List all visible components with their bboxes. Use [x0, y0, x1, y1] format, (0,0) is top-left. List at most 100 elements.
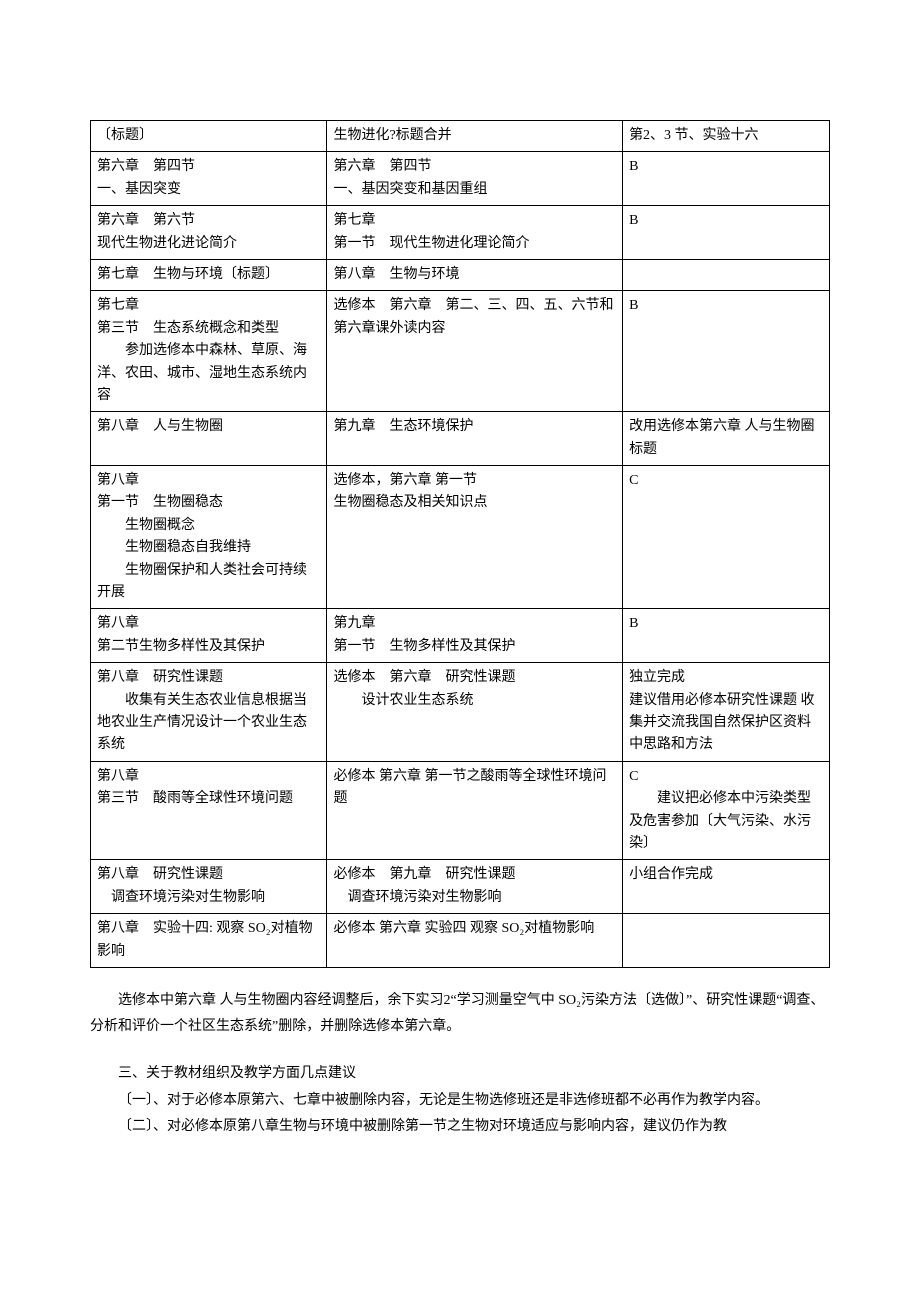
curriculum-table: 〔标题〕生物进化?标题合并第2、3 节、实验十六第六章 第四节一、基因突变第六章… — [90, 120, 830, 968]
cell-text: 第七章 — [333, 210, 616, 232]
paragraph: 〔一〕、对于必修本原第六、七章中被删除内容，无论是生物选修班还是非选修班都不必再… — [90, 1088, 830, 1115]
cell-text: 生物圈稳态及相关知识点 — [333, 492, 616, 514]
cell-text: 一、基因突变 — [97, 179, 320, 201]
document-page: 〔标题〕生物进化?标题合并第2、3 节、实验十六第六章 第四节一、基因突变第六章… — [0, 0, 920, 1302]
cell-text: 第一节 现代生物进化理论简介 — [333, 233, 616, 255]
spacer — [90, 968, 830, 988]
table-cell-c3: 第2、3 节、实验十六 — [623, 121, 830, 152]
spacer — [90, 1041, 830, 1061]
table-cell-c3: 小组合作完成 — [623, 860, 830, 914]
table-row: 第八章 研究性课题 调查环境污染对生物影响必修本 第九章 研究性课题 调查环境污… — [91, 860, 830, 914]
cell-text: 调查环境污染对生物影响 — [97, 887, 320, 909]
cell-text: 第六章 第四节 — [333, 156, 616, 178]
cell-text: 生物圈保护和人类社会可持续开展 — [97, 560, 320, 605]
paragraph: 〔二〕、对必修本原第八章生物与环境中被删除第一节之生物对环境适应与影响内容，建议… — [90, 1114, 830, 1141]
cell-text: 第一节 生物多样性及其保护 — [333, 636, 616, 658]
cell-text: 第七章 生物与环境〔标题〕 — [97, 264, 320, 286]
cell-text: 必修本 第六章 实验四 观察 SO₂对植物影响 — [333, 918, 616, 940]
table-row: 第八章 实验十四: 观察 SO₂对植物影响必修本 第六章 实验四 观察 SO₂对… — [91, 914, 830, 968]
cell-text: B — [629, 156, 823, 178]
table-cell-c1: 第七章 生物与环境〔标题〕 — [91, 259, 327, 290]
table-cell-c1: 第八章第一节 生物圈稳态 生物圈概念 生物圈稳态自我维持 生物圈保护和人类社会可… — [91, 466, 327, 609]
table-cell-c2: 选修本 第六章 第二、三、四、五、六节和第六章课外读内容 — [327, 291, 623, 412]
cell-text: 一、基因突变和基因重组 — [333, 179, 616, 201]
table-cell-c3: C — [623, 466, 830, 609]
cell-text: 小组合作完成 — [629, 864, 823, 886]
cell-text: 第八章 研究性课题 — [97, 864, 320, 886]
table-cell-c3: B — [623, 152, 830, 206]
table-cell-c2: 必修本 第六章 实验四 观察 SO₂对植物影响 — [327, 914, 623, 968]
table-cell-c1: 第八章 实验十四: 观察 SO₂对植物影响 — [91, 914, 327, 968]
cell-text: 〔标题〕 — [97, 125, 320, 147]
table-cell-c3: B — [623, 609, 830, 663]
cell-text: 必修本 第九章 研究性课题 — [333, 864, 616, 886]
cell-text: B — [629, 613, 823, 635]
table-cell-c2: 第七章第一节 现代生物进化理论简介 — [327, 206, 623, 260]
cell-text: 选修本，第六章 第一节 — [333, 470, 616, 492]
cell-text: 生物圈概念 — [97, 515, 320, 537]
cell-text: 设计农业生态系统 — [333, 690, 616, 712]
cell-text: 第九章 — [333, 613, 616, 635]
cell-text: 第三节 生态系统概念和类型 — [97, 318, 320, 340]
table-cell-c2: 选修本，第六章 第一节生物圈稳态及相关知识点 — [327, 466, 623, 609]
cell-text: 建议把必修本中污染类型及危害参加〔大气污染、水污染〕 — [629, 788, 823, 855]
cell-text: 第2、3 节、实验十六 — [629, 125, 823, 147]
cell-text: C — [629, 470, 823, 492]
table-cell-c2: 第六章 第四节一、基因突变和基因重组 — [327, 152, 623, 206]
table-row: 第八章 第三节 酸雨等全球性环境问题必修本 第六章 第一节之酸雨等全球性环境问题… — [91, 761, 830, 860]
body-text: 选修本中第六章 人与生物圈内容经调整后，余下实习2“学习测量空气中 SO₂污染方… — [90, 988, 830, 1141]
table-cell-c2: 选修本 第六章 研究性课题 设计农业生态系统 — [327, 663, 623, 762]
cell-text: 第九章 生态环境保护 — [333, 416, 616, 438]
table-cell-c1: 〔标题〕 — [91, 121, 327, 152]
cell-text: 第八章 生物与环境 — [333, 264, 616, 286]
cell-text: B — [629, 295, 823, 317]
table-cell-c2: 第八章 生物与环境 — [327, 259, 623, 290]
table-row: 第八章第一节 生物圈稳态 生物圈概念 生物圈稳态自我维持 生物圈保护和人类社会可… — [91, 466, 830, 609]
table-cell-c2: 第九章第一节 生物多样性及其保护 — [327, 609, 623, 663]
cell-text: 必修本 第六章 第一节之酸雨等全球性环境问题 — [333, 766, 616, 811]
cell-text: B — [629, 210, 823, 232]
cell-text: 改用选修本第六章 人与生物圈标题 — [629, 416, 823, 461]
table-cell-c3: B — [623, 291, 830, 412]
table-cell-c1: 第八章第二节生物多样性及其保护 — [91, 609, 327, 663]
table-row: 第八章 研究性课题 收集有关生态农业信息根据当地农业生产情况设计一个农业生态系统… — [91, 663, 830, 762]
paragraph: 选修本中第六章 人与生物圈内容经调整后，余下实习2“学习测量空气中 SO₂污染方… — [90, 988, 830, 1041]
cell-text: C — [629, 766, 823, 788]
table-row: 〔标题〕生物进化?标题合并第2、3 节、实验十六 — [91, 121, 830, 152]
table-cell-c3: 改用选修本第六章 人与生物圈标题 — [623, 412, 830, 466]
table-row: 第八章第二节生物多样性及其保护第九章第一节 生物多样性及其保护 B — [91, 609, 830, 663]
table-cell-c3: 独立完成建议借用必修本研究性课题 收集并交流我国自然保护区资料中思路和方法 — [623, 663, 830, 762]
table-cell-c1: 第六章 第四节一、基因突变 — [91, 152, 327, 206]
table-row: 第八章 人与生物圈第九章 生态环境保护改用选修本第六章 人与生物圈标题 — [91, 412, 830, 466]
table-cell-c1: 第六章 第六节现代生物进化进论简介 — [91, 206, 327, 260]
table-cell-c1: 第八章 研究性课题 收集有关生态农业信息根据当地农业生产情况设计一个农业生态系统 — [91, 663, 327, 762]
cell-text: 建议借用必修本研究性课题 收集并交流我国自然保护区资料中思路和方法 — [629, 690, 823, 757]
table-cell-c1: 第八章 人与生物圈 — [91, 412, 327, 466]
cell-text: 第八章 — [97, 766, 320, 788]
cell-text: 第六章 第六节 — [97, 210, 320, 232]
cell-text: 调查环境污染对生物影响 — [333, 887, 616, 909]
table-cell-c2: 必修本 第六章 第一节之酸雨等全球性环境问题 — [327, 761, 623, 860]
table-cell-c1: 第七章第三节 生态系统概念和类型 参加选修本中森林、草原、海洋、农田、城市、湿地… — [91, 291, 327, 412]
table-row: 第七章第三节 生态系统概念和类型 参加选修本中森林、草原、海洋、农田、城市、湿地… — [91, 291, 830, 412]
cell-text: 选修本 第六章 第二、三、四、五、六节和第六章课外读内容 — [333, 295, 616, 340]
cell-text: 收集有关生态农业信息根据当地农业生产情况设计一个农业生态系统 — [97, 690, 320, 757]
paragraph: 三、关于教材组织及教学方面几点建议 — [90, 1061, 830, 1088]
cell-text: 第六章 第四节 — [97, 156, 320, 178]
cell-text: 生物圈稳态自我维持 — [97, 537, 320, 559]
cell-text: 生物进化?标题合并 — [333, 125, 616, 147]
cell-text: 选修本 第六章 研究性课题 — [333, 667, 616, 689]
cell-text: 独立完成 — [629, 667, 823, 689]
cell-text: 现代生物进化进论简介 — [97, 233, 320, 255]
cell-text: 参加选修本中森林、草原、海洋、农田、城市、湿地生态系统内容 — [97, 340, 320, 407]
cell-text: 第三节 酸雨等全球性环境问题 — [97, 788, 320, 810]
cell-text: 第一节 生物圈稳态 — [97, 492, 320, 514]
cell-text: 第七章 — [97, 295, 320, 317]
cell-text: 第八章 人与生物圈 — [97, 416, 320, 438]
table-cell-c1: 第八章 研究性课题 调查环境污染对生物影响 — [91, 860, 327, 914]
table-body: 〔标题〕生物进化?标题合并第2、3 节、实验十六第六章 第四节一、基因突变第六章… — [91, 121, 830, 968]
cell-text: 第二节生物多样性及其保护 — [97, 636, 320, 658]
table-cell-c3 — [623, 914, 830, 968]
table-row: 第六章 第四节一、基因突变第六章 第四节一、基因突变和基因重组 B — [91, 152, 830, 206]
table-cell-c2: 必修本 第九章 研究性课题 调查环境污染对生物影响 — [327, 860, 623, 914]
